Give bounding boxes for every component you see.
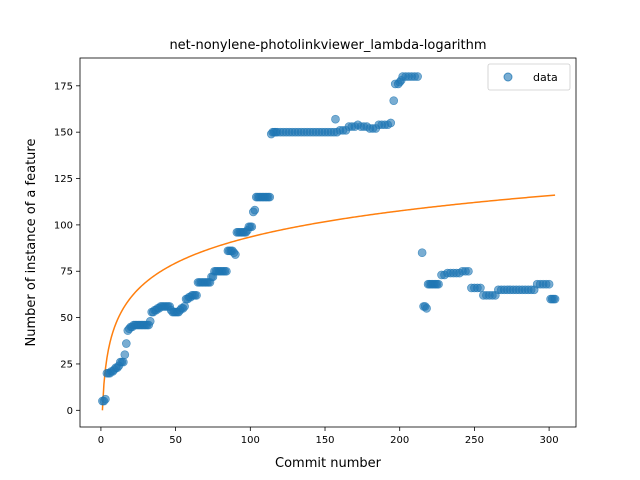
y-tick-label: 25 — [60, 359, 73, 370]
data-point — [413, 72, 422, 81]
x-tick-label: 150 — [315, 435, 334, 446]
data-point — [231, 250, 240, 259]
data-point — [417, 248, 427, 257]
data-point — [434, 279, 443, 289]
data-point — [265, 192, 275, 202]
y-axis-ticks: 0 25 50 75 100 125 150 175 — [54, 81, 80, 417]
data-point — [331, 114, 340, 124]
y-tick-label: 75 — [60, 267, 73, 278]
y-tick-label: 0 — [67, 406, 73, 417]
axes-frame — [79, 57, 577, 428]
y-tick-label: 150 — [54, 128, 73, 139]
x-tick-label: 250 — [465, 435, 484, 446]
fit-layer — [101, 194, 556, 411]
data-point — [476, 283, 485, 293]
data-point — [422, 304, 431, 313]
data-point — [192, 291, 201, 300]
x-tick-label: 100 — [241, 435, 260, 446]
y-tick-label: 175 — [54, 81, 73, 92]
data-point — [250, 205, 260, 215]
data-point — [122, 339, 131, 348]
x-tick-label: 0 — [98, 435, 104, 446]
x-tick-label: 50 — [169, 435, 182, 446]
x-axis-ticks: 0 50 100 150 200 250 300 — [98, 427, 559, 446]
data-point — [145, 317, 155, 326]
x-tick-label: 200 — [390, 435, 409, 446]
data-point — [544, 279, 554, 289]
data-point — [120, 350, 130, 359]
y-tick-label: 100 — [54, 220, 73, 231]
data-point — [222, 266, 231, 276]
data-point — [247, 222, 257, 232]
x-axis-label: Commit number — [275, 456, 382, 471]
points-layer — [98, 72, 560, 406]
legend-box — [487, 63, 571, 91]
chart-title: net-nonylene-photolinkviewer_lambda-loga… — [169, 38, 486, 53]
y-tick-label: 50 — [60, 313, 73, 324]
legend-marker-data — [503, 72, 513, 82]
fit-line — [101, 194, 556, 411]
y-axis-label: Number of instance of a feature — [24, 139, 39, 347]
x-tick-label: 300 — [540, 435, 559, 446]
y-tick-label: 125 — [54, 174, 73, 185]
data-point — [180, 302, 189, 311]
data-point — [464, 266, 473, 276]
data-point — [119, 357, 128, 367]
legend-label-data: data — [533, 71, 558, 84]
legend: data — [487, 63, 571, 91]
data-point — [389, 96, 399, 105]
data-point — [550, 294, 560, 304]
data-point — [386, 118, 396, 128]
data-point — [101, 394, 110, 404]
